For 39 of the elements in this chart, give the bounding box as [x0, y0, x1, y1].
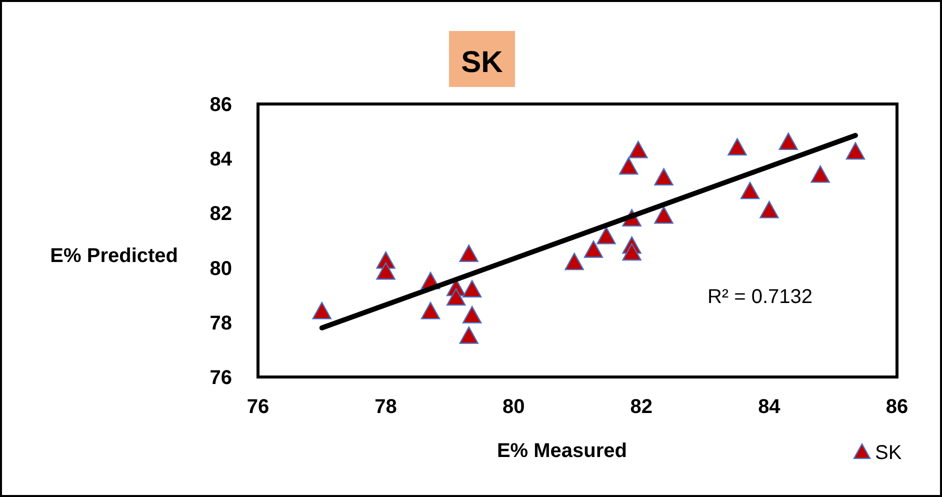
x-tick-label: 76: [246, 396, 270, 418]
point: [312, 302, 332, 320]
point: [654, 206, 674, 224]
x-tick-label: 84: [758, 396, 782, 418]
y-tick-label: 76: [210, 367, 232, 389]
point: [420, 302, 440, 320]
y-tick-label: 80: [210, 258, 232, 280]
point: [846, 142, 866, 160]
point: [596, 226, 616, 244]
point: [564, 252, 584, 270]
point: [462, 306, 482, 324]
y-tick-label: 86: [210, 94, 232, 116]
point: [740, 182, 760, 200]
x-axis-title: E% Measured: [496, 440, 628, 462]
point: [459, 244, 478, 262]
x-tick-label: 82: [630, 396, 653, 418]
legend-label: SK: [875, 442, 902, 464]
point: [376, 262, 396, 280]
y-tick-label: 78: [210, 312, 232, 334]
x-tick-label: 80: [502, 396, 525, 418]
point: [622, 243, 642, 261]
point: [619, 157, 638, 175]
annotation: R² = 0.7132: [707, 286, 813, 308]
point: [728, 138, 747, 156]
x-tick-label: 78: [374, 396, 397, 418]
point: [654, 168, 674, 186]
y-tick-label: 84: [210, 148, 233, 171]
y-tick-label: 82: [210, 203, 232, 226]
point: [459, 326, 478, 344]
x-tick-label: 86: [886, 396, 908, 418]
point: [778, 132, 798, 150]
chart-title: SK: [461, 46, 504, 79]
point: [446, 288, 466, 306]
point: [760, 200, 779, 218]
point: [584, 240, 604, 258]
point: [628, 140, 648, 158]
y-axis-title: E% Predicted: [50, 245, 178, 267]
point: [462, 280, 482, 298]
point: [810, 165, 830, 183]
